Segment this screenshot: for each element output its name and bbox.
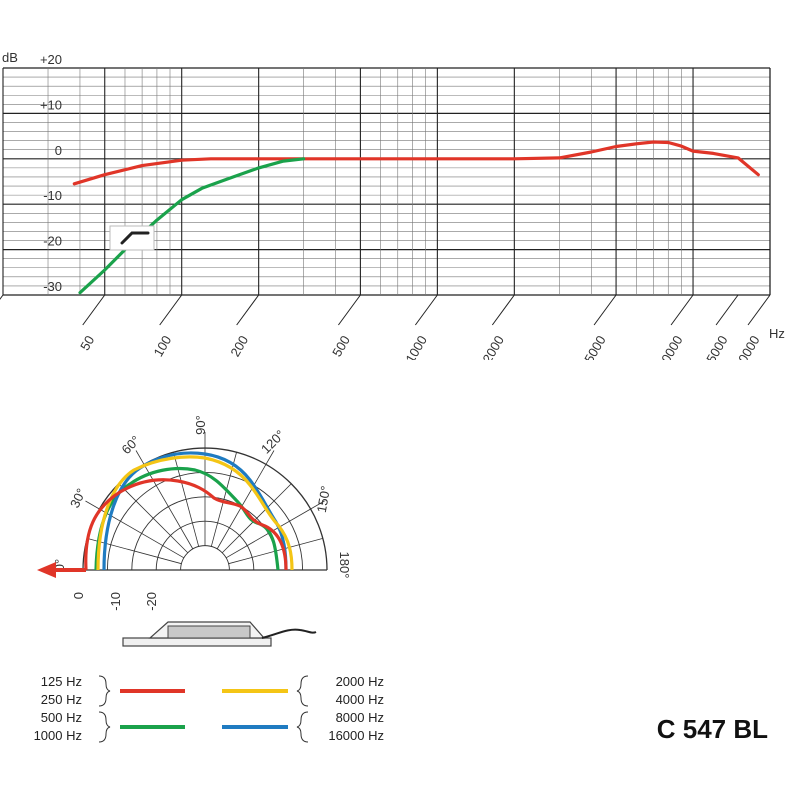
legend-item-blue: 8000 Hz 16000 Hz — [222, 710, 384, 743]
x-tick-mark — [0, 294, 4, 300]
polar-ring — [180, 545, 230, 571]
y-tick-label: +10 — [40, 97, 62, 112]
polar-tick — [85, 500, 100, 510]
polar-spoke — [173, 452, 200, 547]
x-tick-label: 1000 — [403, 333, 430, 360]
legend-label-4000hz: 4000 Hz — [336, 692, 384, 707]
x-tick-mark — [159, 294, 183, 326]
legend-item-yellow: 2000 Hz 4000 Hz — [222, 674, 384, 707]
frequency-response-chart: +20+100-10-20-30 20501002005001000200050… — [0, 50, 785, 360]
polar-angle-label: 60° — [119, 433, 144, 458]
polar-spoke — [216, 464, 267, 550]
x-tick-mark — [82, 294, 106, 326]
polar-ring — [155, 520, 255, 571]
polar-ring — [131, 496, 279, 571]
polar-labels: 0° 30° 60° 90° 120° 150° 180° 0 -10 -20 — [52, 415, 352, 611]
x-tick-mark — [747, 294, 771, 326]
x-tick-mark — [236, 294, 260, 326]
frequency-curves — [72, 140, 760, 295]
polar-curves — [84, 451, 294, 571]
front-arrow-icon — [37, 562, 86, 578]
legend-label-500hz: 500 Hz — [41, 710, 82, 725]
polar-tick — [135, 450, 145, 465]
x-tick-label: 10000 — [655, 333, 686, 360]
polar-spoke — [99, 508, 185, 559]
legend-item-green: 500 Hz 1000 Hz — [34, 710, 185, 743]
polar-tick — [265, 450, 275, 465]
response-curve-red — [72, 140, 760, 186]
x-tick-mark — [414, 294, 438, 326]
x-tick-label: 200 — [227, 333, 251, 359]
y-tick-label: -20 — [43, 234, 62, 249]
model-name: C 547 BL — [657, 714, 768, 744]
polar-radial-label: -10 — [108, 592, 123, 611]
y-tick-label: -30 — [43, 279, 62, 294]
y-axis-labels: +20 +10 0 -10 -20 -30 — [40, 52, 62, 294]
x-tick-label: 5000 — [581, 333, 608, 360]
polar-spoke — [87, 538, 182, 565]
y-tick-label: +20 — [40, 52, 62, 67]
polar-spoke — [225, 508, 311, 559]
x-tick-label: 20000 — [732, 333, 763, 360]
response-curve-green — [78, 157, 306, 295]
polar-spoke — [143, 464, 194, 550]
polar-curve-red — [84, 478, 288, 571]
x-axis-labels: 2050100200500100020005000100001500020000 — [0, 294, 771, 360]
x-tick-label: 100 — [150, 333, 174, 359]
polar-tick — [310, 500, 325, 510]
polar-grid — [82, 432, 328, 571]
x-tick-mark — [593, 294, 617, 326]
polar-angle-label: 90° — [193, 415, 208, 435]
polar-radial-label: -20 — [144, 592, 159, 611]
legend-item-red: 125 Hz 250 Hz — [41, 674, 185, 707]
polar-ring — [106, 471, 304, 571]
legend-label-16000hz: 16000 Hz — [328, 728, 384, 743]
low-cut-filter-icon — [109, 225, 155, 251]
x-unit-label: Hz — [769, 326, 785, 341]
y-tick-label: -10 — [43, 188, 62, 203]
polar-angle-label: 180° — [337, 552, 352, 579]
x-tick-label: 500 — [329, 333, 353, 359]
polar-angle-label: 150° — [314, 485, 333, 514]
x-tick-mark — [491, 294, 515, 326]
legend-label-2000hz: 2000 Hz — [336, 674, 384, 689]
legend-label-250hz: 250 Hz — [41, 692, 82, 707]
polar-curve-yellow — [96, 455, 294, 571]
polar-angle-label: 0° — [52, 559, 67, 571]
legend-label-8000hz: 8000 Hz — [336, 710, 384, 725]
microphone-body-icon — [122, 621, 317, 647]
x-tick-mark — [670, 294, 694, 326]
polar-curve-green — [94, 466, 280, 571]
polar-curve-blue — [102, 451, 288, 571]
polar-radial-label: 0 — [71, 592, 86, 599]
polar-spoke — [221, 483, 292, 554]
polar-angle-label: 120° — [258, 427, 288, 457]
polar-spoke — [118, 483, 189, 554]
x-tick-label: 2000 — [479, 333, 506, 360]
polar-spoke — [210, 452, 237, 547]
x-tick-label: 15000 — [700, 333, 731, 360]
x-tick-mark — [715, 294, 739, 326]
y-unit-label: dB — [2, 50, 18, 65]
polar-angle-label: 30° — [67, 486, 89, 510]
x-tick-mark — [338, 294, 361, 326]
y-tick-label: 0 — [55, 143, 62, 158]
frequency-grid — [2, 67, 771, 296]
x-tick-label: 50 — [77, 333, 97, 353]
legend-label-125hz: 125 Hz — [41, 674, 82, 689]
legend-label-1000hz: 1000 Hz — [34, 728, 82, 743]
polar-ring — [82, 447, 328, 571]
polar-spoke — [228, 538, 323, 565]
